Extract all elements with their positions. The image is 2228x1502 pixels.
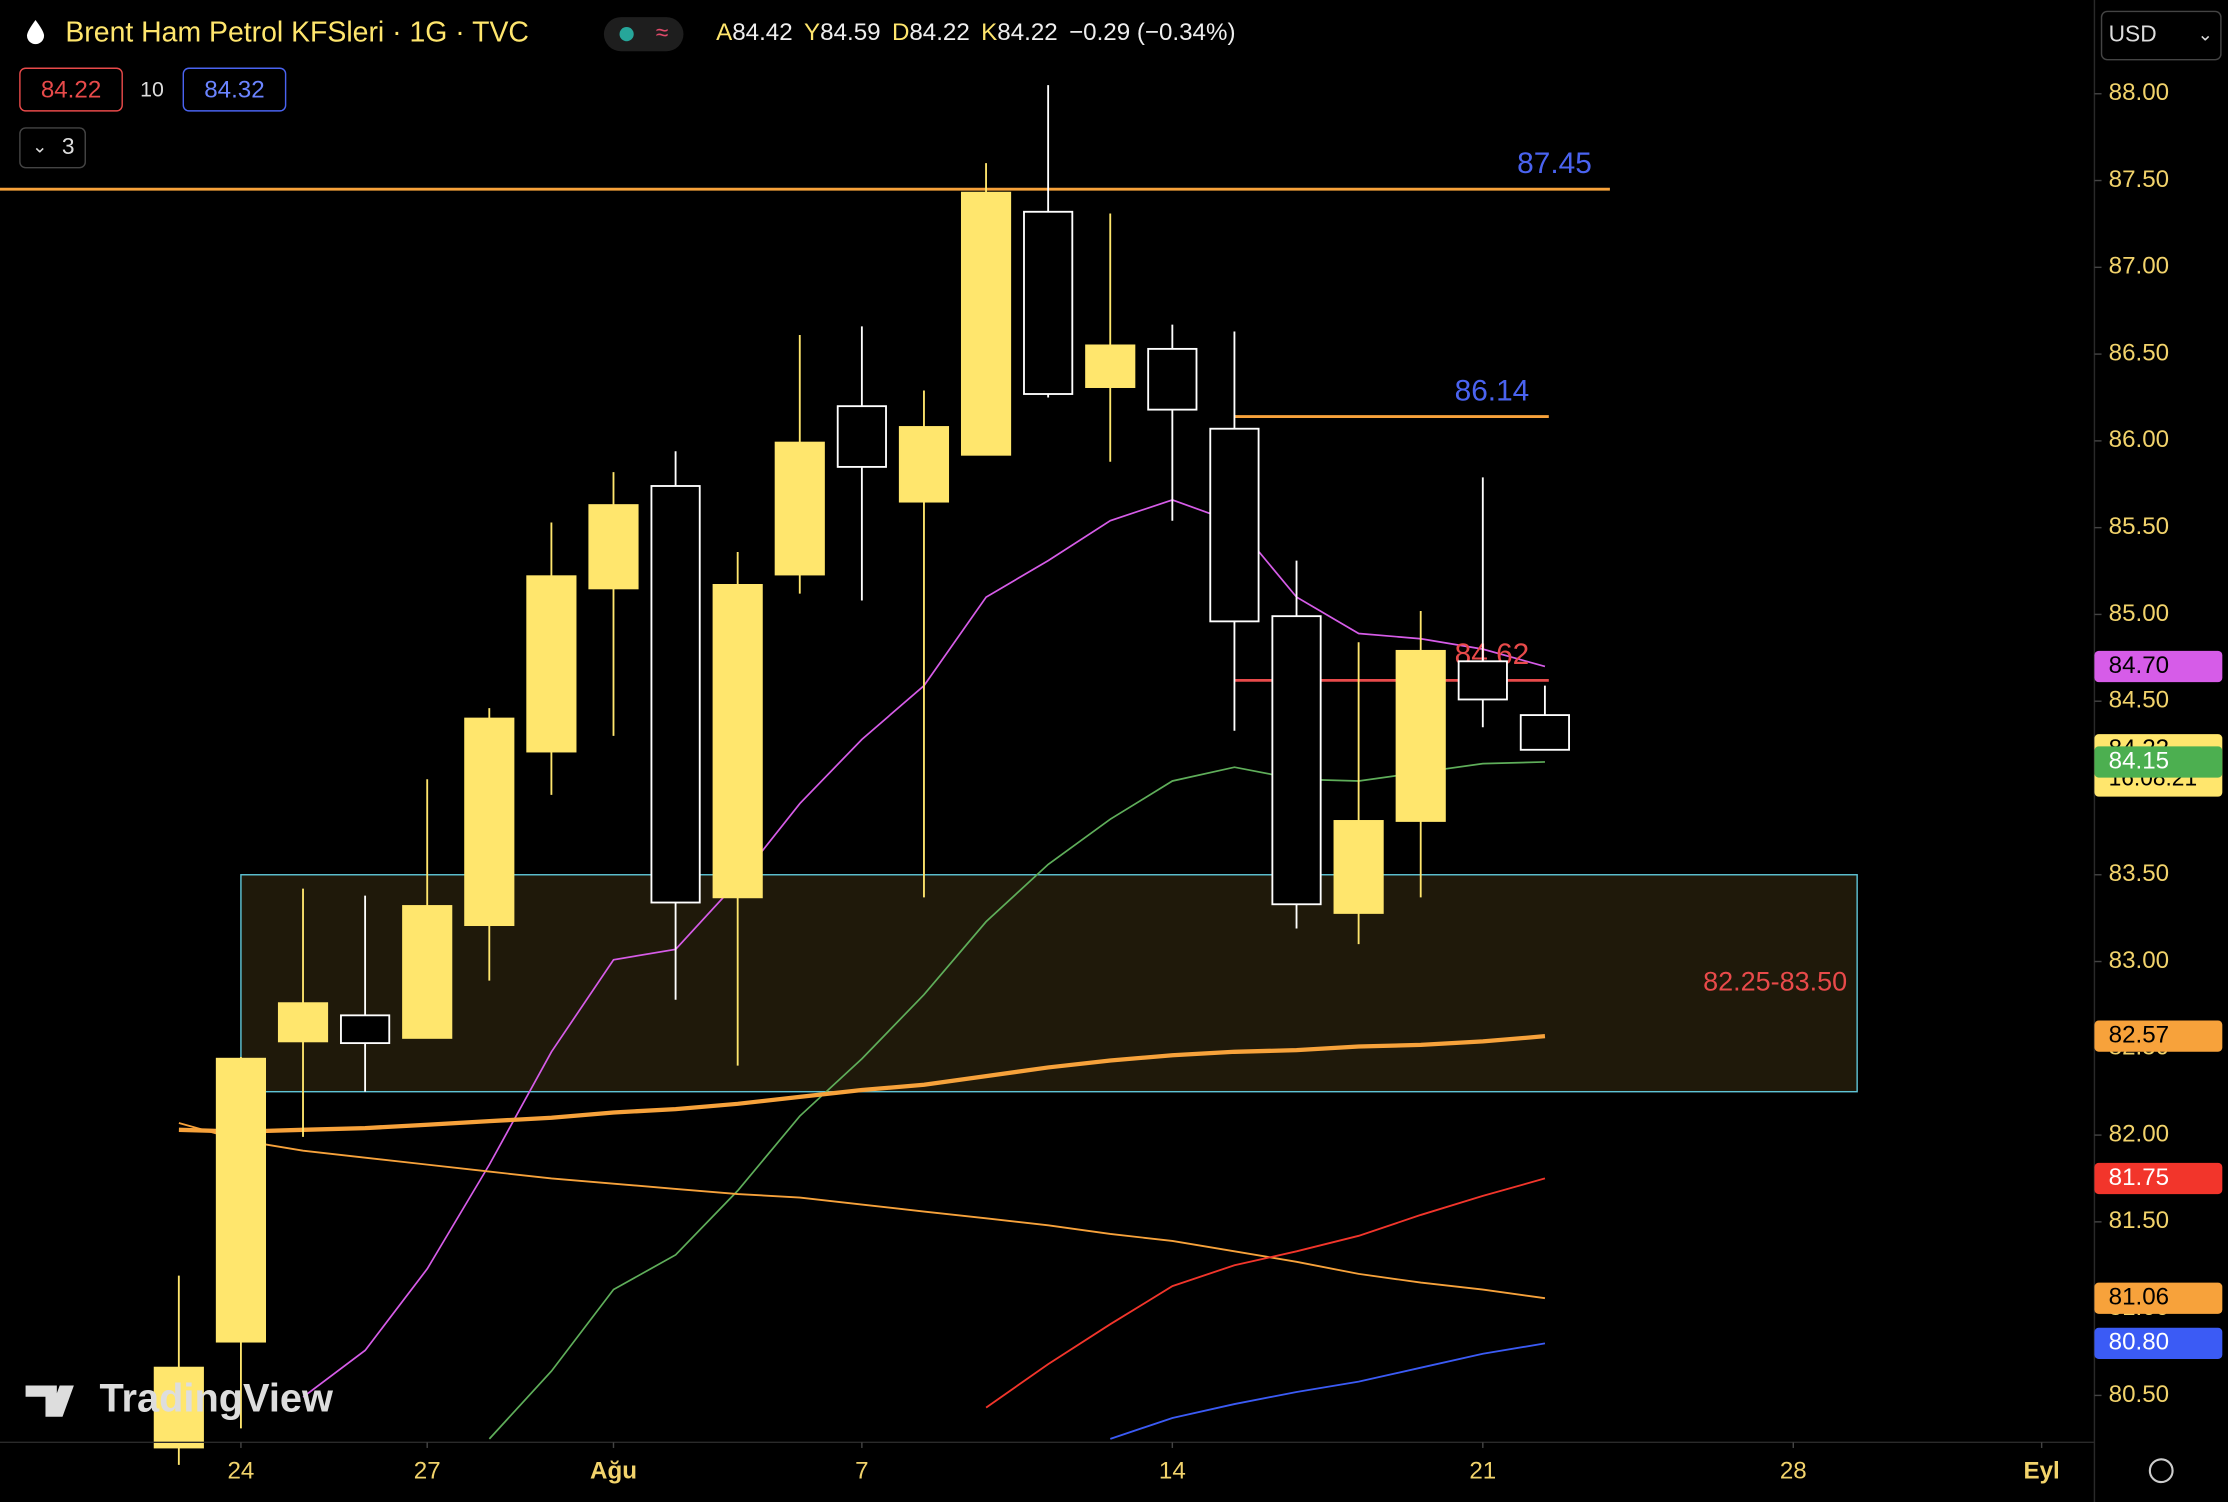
header: Brent Ham Petrol KFSleri · 1G · TVC ≈ A8…	[19, 10, 2222, 1484]
candle-body	[1457, 660, 1508, 701]
zone-label: 82.25-83.50	[1703, 966, 1847, 996]
status-pill	[603, 17, 684, 52]
ma-line	[1110, 1342, 1546, 1440]
ohlc-value: 84.59	[820, 20, 880, 47]
price-badge	[2094, 1162, 2223, 1195]
y-tick-label: 88.00	[2109, 79, 2169, 106]
ma-line	[488, 761, 1545, 1440]
price-badge-label: 80.80	[2109, 1329, 2169, 1356]
candle-body	[340, 1014, 391, 1045]
y-tick-label: 81.50	[2109, 1207, 2169, 1234]
y-tick-label: 82.00	[2109, 1120, 2169, 1147]
candle-body	[402, 905, 453, 1039]
chevron: ⌄	[32, 136, 47, 157]
ohlc-letter: Y	[804, 20, 820, 47]
candle-body	[1147, 347, 1198, 411]
x-tick-label: 24	[227, 1457, 254, 1484]
x-tick-label: Eyl	[2024, 1457, 2060, 1484]
ohlc-letter: D	[892, 20, 909, 47]
chevron: ⌄	[2198, 23, 2213, 44]
status-icon: ≈	[656, 19, 668, 45]
candle-body	[153, 1366, 204, 1449]
price-badge-label: 84.15	[2109, 747, 2169, 774]
y-tick-label: 83.50	[2109, 860, 2169, 887]
price-badge	[2094, 746, 2223, 778]
y-tick-label: 84.50	[2109, 687, 2169, 714]
y-tick-label: 86.50	[2109, 339, 2169, 366]
change: −0.29 (−0.34%)	[1069, 20, 1235, 47]
symbol-icon	[26, 19, 45, 45]
candle-body	[526, 575, 577, 753]
y-tick-label: 85.50	[2109, 513, 2169, 540]
price-badge-label: 82.57	[2109, 1022, 2169, 1049]
candle-body	[774, 441, 825, 576]
currency: USD	[2109, 21, 2157, 47]
y-tick-label: 86.00	[2109, 426, 2169, 453]
candle-body	[836, 405, 887, 468]
candle-body	[588, 504, 639, 590]
x-tick-label: 14	[1159, 1457, 1186, 1484]
ohlc-value: 84.22	[909, 20, 969, 47]
buy-button[interactable]	[182, 67, 287, 112]
x-tick-label: 7	[855, 1457, 868, 1484]
candle-body	[898, 426, 950, 503]
indicators-toggle[interactable]	[19, 127, 86, 169]
ma-line	[985, 1177, 1546, 1409]
level-label: 87.45	[1517, 147, 1592, 180]
ohlc-letter: A	[716, 20, 733, 47]
candle-body	[1395, 649, 1446, 822]
candle-body	[277, 1002, 329, 1043]
x-tick-label: 21	[1469, 1457, 1496, 1484]
candle-body	[1023, 210, 1074, 395]
candle-body	[464, 717, 515, 927]
candle-body	[960, 191, 1012, 456]
x-tick-label: 27	[414, 1457, 441, 1484]
candle-body	[1333, 820, 1384, 914]
price-badge	[2094, 1327, 2223, 1359]
ma-line	[178, 1034, 1546, 1134]
x-tick-label: Ağu	[590, 1457, 637, 1484]
price-badge	[2094, 650, 2223, 683]
ohlc-letter: K	[981, 20, 997, 47]
buy-price: 84.32	[204, 76, 264, 103]
logo-mark	[25, 1385, 74, 1417]
candle-body	[1271, 615, 1322, 906]
ohlc-value: 84.22	[997, 20, 1057, 47]
sell-button[interactable]	[19, 67, 123, 112]
candle-body	[650, 485, 701, 904]
status-dot	[619, 27, 634, 42]
level-label: 86.14	[1455, 374, 1530, 407]
price-badge	[2094, 1020, 2223, 1052]
logo: TradingView	[99, 1377, 334, 1421]
candle-body	[1085, 344, 1136, 388]
spread: 10	[140, 78, 164, 102]
ohlc: A84.42 Y84.59 D84.22 K84.22 −0.29 (−0.34%)	[716, 20, 1235, 47]
ma-line	[178, 1122, 1546, 1300]
y-tick-label: 80.50	[2109, 1381, 2169, 1408]
symbol-title: Brent Ham Petrol KFSleri · 1G · TVC	[65, 17, 529, 49]
candle-body	[215, 1057, 267, 1343]
indicator-count: 3	[62, 133, 75, 159]
y-tick-label: 87.50	[2109, 166, 2169, 193]
candle-body	[712, 583, 763, 899]
price-badge-label: 84.70	[2109, 652, 2169, 679]
candle-body	[1209, 427, 1260, 623]
price-badge-label: 81.06	[2109, 1284, 2169, 1311]
settings-icon[interactable]	[2148, 1458, 2174, 1484]
y-tick-label: 83.00	[2109, 947, 2169, 974]
candle-body	[1519, 714, 1570, 751]
price-badge	[2094, 1282, 2223, 1314]
y-tick-label: 85.00	[2109, 600, 2169, 627]
x-tick-label: 28	[1780, 1457, 1807, 1484]
sell-price: 84.22	[41, 76, 101, 103]
y-tick-label: 87.00	[2109, 253, 2169, 280]
ohlc-value: 84.42	[732, 20, 792, 47]
currency-select[interactable]	[2100, 10, 2222, 61]
price-badge-label: 81.75	[2109, 1164, 2169, 1191]
